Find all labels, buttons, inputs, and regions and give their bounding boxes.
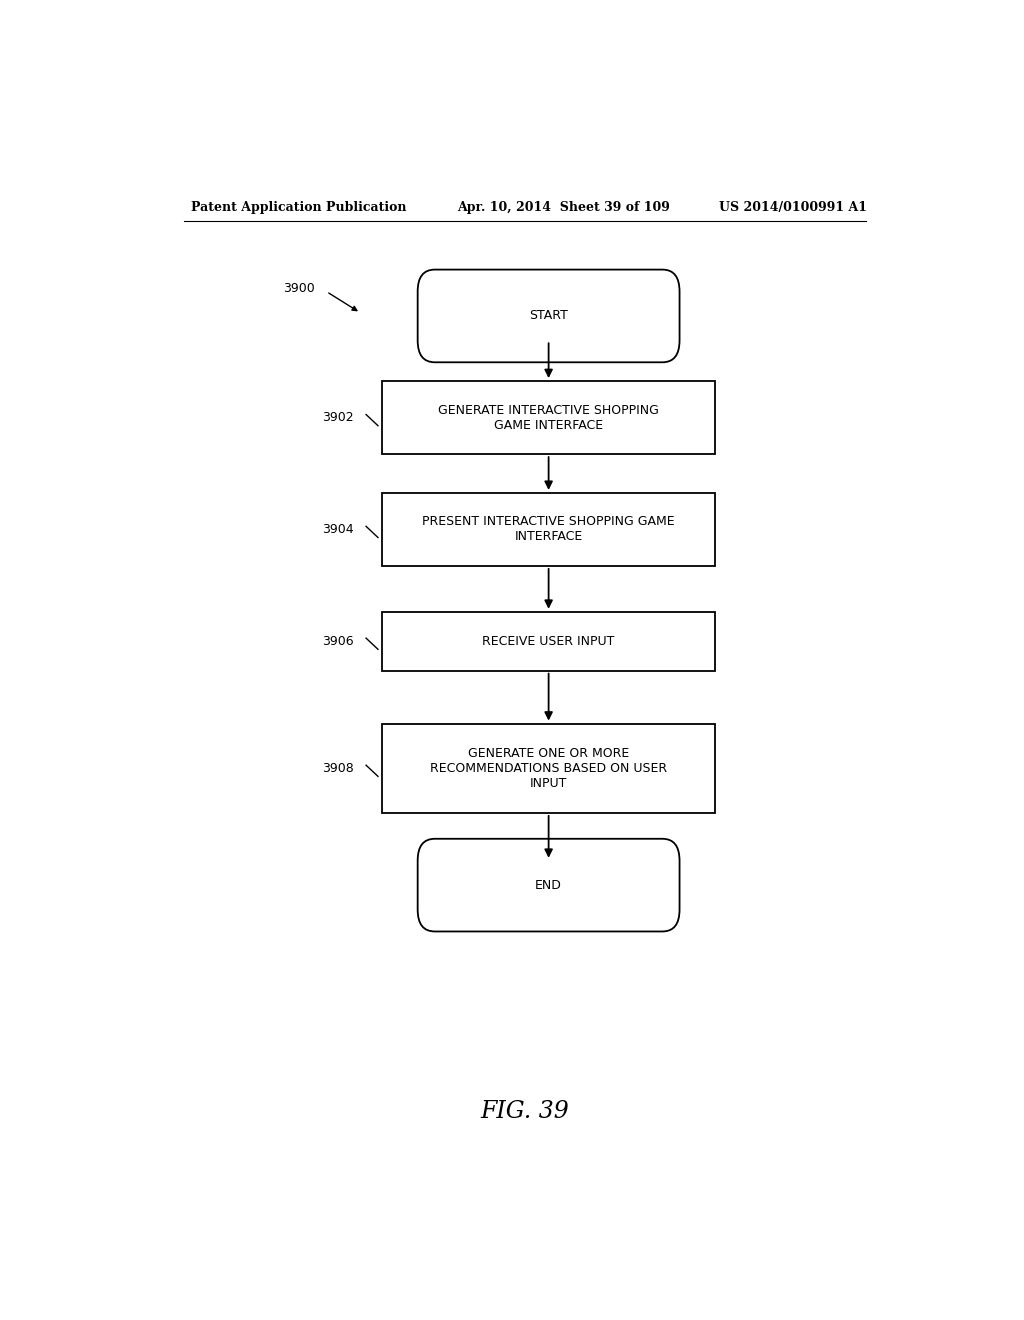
Text: END: END	[536, 879, 562, 891]
Text: 3908: 3908	[323, 762, 354, 775]
Text: GENERATE ONE OR MORE
RECOMMENDATIONS BASED ON USER
INPUT: GENERATE ONE OR MORE RECOMMENDATIONS BAS…	[430, 747, 668, 789]
Bar	[382, 611, 715, 671]
Bar	[382, 492, 715, 566]
Text: GENERATE INTERACTIVE SHOPPING
GAME INTERFACE: GENERATE INTERACTIVE SHOPPING GAME INTER…	[438, 404, 659, 432]
Text: Patent Application Publication: Patent Application Publication	[191, 201, 407, 214]
Text: Apr. 10, 2014  Sheet 39 of 109: Apr. 10, 2014 Sheet 39 of 109	[458, 201, 671, 214]
Bar	[382, 723, 715, 813]
Text: RECEIVE USER INPUT: RECEIVE USER INPUT	[482, 635, 614, 648]
FancyBboxPatch shape	[418, 269, 680, 362]
Text: 3902: 3902	[323, 411, 354, 424]
Text: PRESENT INTERACTIVE SHOPPING GAME
INTERFACE: PRESENT INTERACTIVE SHOPPING GAME INTERF…	[422, 515, 675, 544]
FancyBboxPatch shape	[418, 838, 680, 932]
Bar	[382, 381, 715, 454]
Text: START: START	[529, 309, 568, 322]
Text: 3900: 3900	[283, 282, 314, 294]
Text: FIG. 39: FIG. 39	[480, 1101, 569, 1123]
Text: 3906: 3906	[323, 635, 354, 648]
Text: US 2014/0100991 A1: US 2014/0100991 A1	[719, 201, 867, 214]
Text: 3904: 3904	[323, 523, 354, 536]
